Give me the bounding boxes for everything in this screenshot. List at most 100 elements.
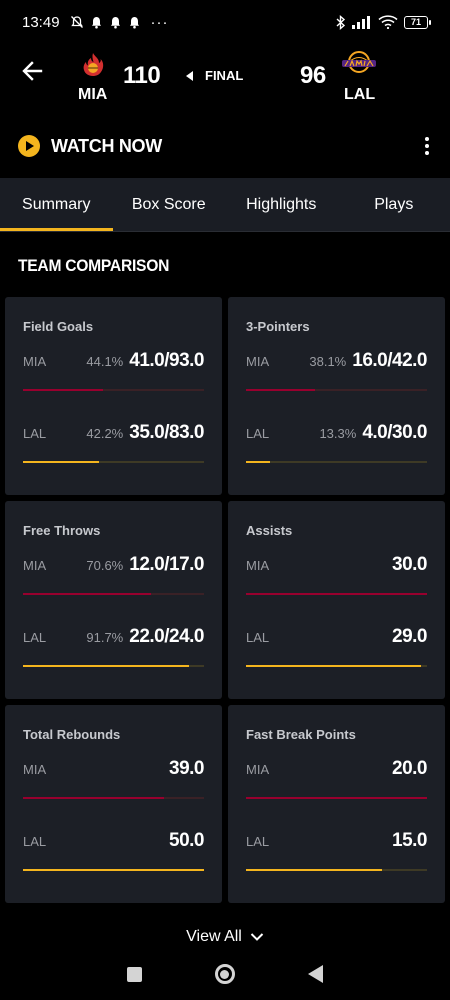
stat-row-mia: MIA 38.1% 16.0/42.0 xyxy=(246,349,427,373)
stat-value: 12.0/17.0 xyxy=(129,554,204,575)
stat-card-title: Field Goals xyxy=(23,319,94,334)
stat-bar-mia xyxy=(23,593,204,595)
lakers-logo-icon xyxy=(342,51,376,73)
tab-summary[interactable]: Summary xyxy=(0,178,113,231)
stat-value: 22.0/24.0 xyxy=(129,626,204,647)
stat-value: 50.0 xyxy=(169,830,204,851)
view-all-button[interactable]: View All xyxy=(0,922,450,952)
stat-bar-lal xyxy=(23,461,204,463)
team-abbr: LAL xyxy=(246,833,270,849)
notification-bell-icon xyxy=(129,16,139,28)
team-abbr: LAL xyxy=(23,425,47,441)
stat-bar-lal xyxy=(246,665,427,667)
stat-card-title: Assists xyxy=(246,523,293,538)
tab-bar: Summary Box Score Highlights Plays xyxy=(0,178,450,232)
team-comparison-grid: Field Goals MIA 44.1% 41.0/93.0 LAL 42.2… xyxy=(5,297,445,903)
stat-value: 15.0 xyxy=(392,830,427,851)
stat-bar-mia xyxy=(23,797,204,799)
stat-card-title: 3-Pointers xyxy=(246,319,310,334)
away-team-score: 96 xyxy=(300,62,326,89)
stat-row-lal: LAL 91.7% 22.0/24.0 xyxy=(23,625,204,649)
stat-value: 30.0 xyxy=(392,554,427,575)
stat-row-mia: MIA 20.0 xyxy=(246,757,427,781)
stat-bar-fill xyxy=(23,665,189,667)
home-icon[interactable] xyxy=(214,964,235,984)
stat-bar-mia xyxy=(246,389,427,391)
tab-plays[interactable]: Plays xyxy=(374,195,414,213)
wifi-icon xyxy=(378,15,398,29)
team-abbr: MIA xyxy=(246,557,270,573)
stat-bar-mia xyxy=(23,389,204,391)
system-nav-bar xyxy=(0,952,450,996)
stat-bar-fill xyxy=(23,869,204,871)
notification-bell-icon xyxy=(91,16,101,28)
battery-level: 71 xyxy=(410,17,421,27)
stat-bar-fill xyxy=(246,389,315,391)
stat-bar-fill xyxy=(23,461,100,463)
tab-box-score[interactable]: Box Score xyxy=(131,195,206,213)
stat-card: Total Rebounds MIA 39.0 LAL 50.0 xyxy=(5,705,222,903)
section-title: TEAM COMPARISON xyxy=(18,256,170,275)
stat-card: 3-Pointers MIA 38.1% 16.0/42.0 LAL 13.3%… xyxy=(228,297,445,495)
stat-row-lal: LAL 50.0 xyxy=(23,829,204,853)
stat-bar-fill xyxy=(23,797,165,799)
battery-icon: 71 xyxy=(404,15,431,29)
stat-row-lal: LAL 15.0 xyxy=(246,829,427,853)
game-status: FINAL xyxy=(186,68,243,83)
home-team-score: 110 xyxy=(123,62,161,89)
stat-value: 16.0/42.0 xyxy=(352,350,427,371)
stat-percentage: 38.1% xyxy=(309,353,347,369)
home-team-abbr: MIA xyxy=(78,86,108,103)
heat-logo-icon xyxy=(83,53,104,76)
stat-value: 35.0/83.0 xyxy=(129,422,204,443)
stat-bar-mia xyxy=(246,797,427,799)
stat-row-mia: MIA 30.0 xyxy=(246,553,427,577)
stat-row-lal: LAL 13.3% 4.0/30.0 xyxy=(246,421,427,445)
team-abbr: LAL xyxy=(246,629,270,645)
stat-row-mia: MIA 44.1% 41.0/93.0 xyxy=(23,349,204,373)
team-abbr: LAL xyxy=(23,833,47,849)
status-time: 13:49 xyxy=(22,13,60,31)
stat-row-lal: LAL 29.0 xyxy=(246,625,427,649)
stat-value: 20.0 xyxy=(392,758,427,779)
game-status-label: FINAL xyxy=(205,68,244,83)
bluetooth-icon xyxy=(336,14,346,30)
play-icon[interactable] xyxy=(18,135,40,157)
stat-bar-lal xyxy=(246,461,427,463)
stat-bar-fill xyxy=(246,797,427,799)
watch-now-button[interactable]: WATCH NOW xyxy=(51,135,162,156)
score-header: MIA 110 FINAL 96 LAL xyxy=(0,44,450,120)
status-bar: 13:49 ··· 71 xyxy=(0,0,450,44)
stat-percentage: 42.2% xyxy=(86,425,124,441)
alarm-off-icon xyxy=(70,16,83,28)
stat-card: Assists MIA 30.0 LAL 29.0 xyxy=(228,501,445,699)
stat-bar-lal xyxy=(246,869,427,871)
stat-percentage: 44.1% xyxy=(86,353,124,369)
stat-bar-fill xyxy=(23,389,103,391)
team-abbr: LAL xyxy=(246,425,270,441)
stat-card: Free Throws MIA 70.6% 12.0/17.0 LAL 91.7… xyxy=(5,501,222,699)
stat-percentage: 70.6% xyxy=(86,557,124,573)
stat-value: 41.0/93.0 xyxy=(129,350,204,371)
stat-card-title: Fast Break Points xyxy=(246,727,356,742)
signal-icon xyxy=(352,15,370,29)
view-all-label: View All xyxy=(186,928,242,945)
stat-value: 29.0 xyxy=(392,626,427,647)
watch-row: WATCH NOW xyxy=(0,126,450,166)
tab-highlights[interactable]: Highlights xyxy=(246,195,317,213)
stat-row-mia: MIA 70.6% 12.0/17.0 xyxy=(23,553,204,577)
stat-bar-fill xyxy=(23,593,151,595)
back-arrow-icon[interactable] xyxy=(20,58,46,84)
more-options-icon[interactable] xyxy=(422,133,432,159)
notification-bell-icon xyxy=(110,16,120,28)
stat-bar-fill xyxy=(246,665,422,667)
winner-indicator-icon xyxy=(186,70,193,81)
back-icon[interactable] xyxy=(308,965,324,983)
stat-card-title: Free Throws xyxy=(23,523,101,538)
stat-bar-lal xyxy=(23,869,204,871)
stat-card: Field Goals MIA 44.1% 41.0/93.0 LAL 42.2… xyxy=(5,297,222,495)
stat-bar-fill xyxy=(246,869,382,871)
stat-card-title: Total Rebounds xyxy=(23,727,121,742)
recent-apps-icon[interactable] xyxy=(126,966,142,982)
stat-row-mia: MIA 39.0 xyxy=(23,757,204,781)
